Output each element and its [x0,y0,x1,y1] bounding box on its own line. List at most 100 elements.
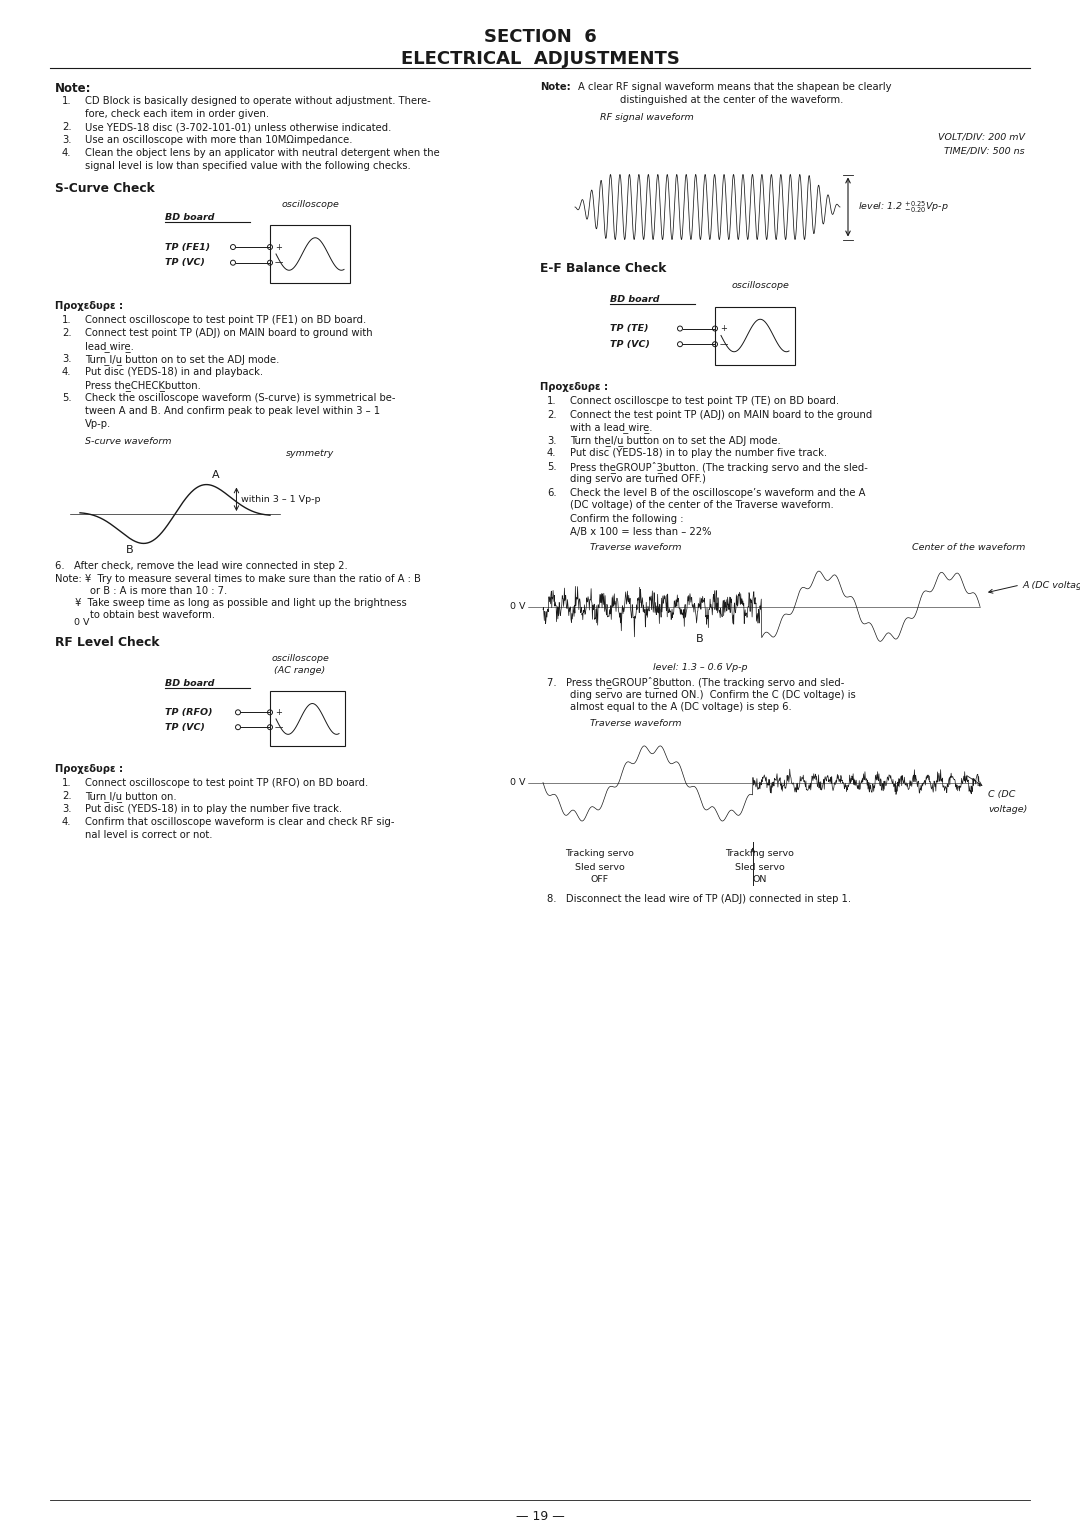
Text: +: + [720,324,727,333]
Text: voltage): voltage) [988,805,1027,813]
Text: 0 V: 0 V [510,602,525,611]
Text: Connect oscilloscope to test point TP (FE1) on BD board.: Connect oscilloscope to test point TP (F… [85,315,366,325]
Text: Vp-p.: Vp-p. [85,419,111,429]
Text: almost equal to the A (DC voltage) is step 6.: almost equal to the A (DC voltage) is st… [570,703,792,712]
Text: Put disc (YEDS-18) in and playback.: Put disc (YEDS-18) in and playback. [85,367,264,377]
Text: within 3 – 1 Vp-p: within 3 – 1 Vp-p [242,495,321,504]
Text: ¥  Take sweep time as long as possible and light up the brightness: ¥ Take sweep time as long as possible an… [75,599,407,608]
Text: ding servo are turned ON.)  Confirm the C (DC voltage) is: ding servo are turned ON.) Confirm the C… [570,689,855,700]
Text: Press the̲CHECK̲button.: Press the̲CHECK̲button. [85,380,201,391]
Text: Προχεδυρε :: Προχεδυρε : [55,301,123,312]
Text: BD board: BD board [165,212,214,222]
Text: Turn ̲I/u̲ button on.: Turn ̲I/u̲ button on. [85,792,177,802]
Text: level: 1.3 – 0.6 Vp-p: level: 1.3 – 0.6 Vp-p [652,663,747,672]
Text: C (DC: C (DC [988,790,1015,799]
Text: or B : A is more than 10 : 7.: or B : A is more than 10 : 7. [90,587,227,596]
Text: 4.: 4. [62,817,71,828]
Text: 4.: 4. [546,449,556,458]
Text: 3.: 3. [62,354,71,364]
Text: tween A and B. And confirm peak to peak level within 3 – 1: tween A and B. And confirm peak to peak … [85,406,380,416]
Text: Προχεδυρε :: Προχεδυρε : [55,764,123,775]
Bar [270,692,345,746]
Text: Traverse waveform: Traverse waveform [590,718,681,727]
Text: to obtain best waveform.: to obtain best waveform. [90,610,215,620]
Text: fore, check each item in order given.: fore, check each item in order given. [85,108,269,119]
Text: 6.: 6. [546,487,556,498]
Text: —: — [275,723,283,732]
Text: BD board: BD board [610,295,660,304]
Text: A (DC voltage): A (DC voltage) [1023,581,1080,590]
Text: TP (VC): TP (VC) [610,339,650,348]
Text: B: B [125,545,133,555]
Text: Sled servo: Sled servo [735,862,785,871]
Text: 4.: 4. [62,367,71,377]
Text: 0 V: 0 V [510,778,525,787]
Text: — 19 —: — 19 — [515,1510,565,1523]
Text: TP (VC): TP (VC) [165,723,205,732]
Text: Confirm the following :: Confirm the following : [570,513,684,524]
Text: Note: ¥  Try to measure several times to make sure than the ratio of A : B: Note: ¥ Try to measure several times to … [55,575,421,584]
Text: nal level is correct or not.: nal level is correct or not. [85,830,213,840]
Text: (DC voltage) of the center of the Traverse waveform.: (DC voltage) of the center of the Traver… [570,501,834,510]
Text: ding servo are turned OFF.): ding servo are turned OFF.) [570,475,706,484]
Text: Clean the object lens by an applicator with neutral detergent when the: Clean the object lens by an applicator w… [85,148,440,157]
Text: SECTION  6: SECTION 6 [484,28,596,46]
Text: Traverse waveform: Traverse waveform [590,542,681,552]
Text: +: + [275,243,282,252]
Text: Προχεδυρε :: Προχεδυρε : [540,382,608,393]
Text: 5.: 5. [546,461,556,472]
Text: A clear RF signal waveform means that the shapean be clearly: A clear RF signal waveform means that th… [578,83,891,92]
Text: E-F Balance Check: E-F Balance Check [540,261,666,275]
Text: 2.: 2. [62,122,71,131]
Text: 3.: 3. [62,134,71,145]
Text: TP (TE): TP (TE) [610,324,648,333]
Text: Put disc (YEDS-18) in to play the number five track.: Put disc (YEDS-18) in to play the number… [85,804,342,814]
Text: S-curve waveform: S-curve waveform [85,437,172,446]
Text: oscilloscope: oscilloscope [271,654,329,663]
Text: Sled servo: Sled servo [576,862,625,871]
Text: oscilloscope: oscilloscope [731,281,788,290]
Text: OFF: OFF [591,876,609,885]
Text: 2.: 2. [62,329,71,338]
Text: A/B x 100 = less than – 22%: A/B x 100 = less than – 22% [570,527,712,536]
Text: 2.: 2. [62,792,71,801]
Text: —: — [275,258,283,267]
Text: ON: ON [753,876,767,885]
Text: TP (RFO): TP (RFO) [165,707,213,717]
Bar [715,307,795,365]
Text: Use YEDS-18 disc (3-702-101-01) unless otherwise indicated.: Use YEDS-18 disc (3-702-101-01) unless o… [85,122,391,131]
Text: Turn the̲I/u̲ button on to set the ADJ mode.: Turn the̲I/u̲ button on to set the ADJ m… [570,435,781,446]
Text: 0 V: 0 V [75,617,90,626]
Text: TP (FE1): TP (FE1) [165,243,211,252]
Text: (AC range): (AC range) [274,666,326,675]
Bar [270,225,350,283]
Text: TP (VC): TP (VC) [165,258,205,267]
Text: Put disc (YEDS-18) in to play the number five track.: Put disc (YEDS-18) in to play the number… [570,449,827,458]
Text: B: B [696,634,703,643]
Text: 8.   Disconnect the lead wire of TP (ADJ) connected in step 1.: 8. Disconnect the lead wire of TP (ADJ) … [546,894,851,903]
Text: 3.: 3. [546,435,556,446]
Text: Connect the test point TP (ADJ) on MAIN board to the ground: Connect the test point TP (ADJ) on MAIN … [570,410,873,420]
Text: signal level is low than specified value with the following checks.: signal level is low than specified value… [85,160,410,171]
Text: Tracking servo: Tracking servo [726,850,795,859]
Text: Connect oscilloscpe to test point TP (TE) on BD board.: Connect oscilloscpe to test point TP (TE… [570,396,839,406]
Text: Connect test point TP (ADJ) on MAIN board to ground with: Connect test point TP (ADJ) on MAIN boar… [85,329,373,338]
Text: Turn ̲I/u̲ button on to set the ADJ mode.: Turn ̲I/u̲ button on to set the ADJ mode… [85,354,280,365]
Text: Confirm that oscilloscope waveform is clear and check RF sig-: Confirm that oscilloscope waveform is cl… [85,817,394,828]
Text: symmetry: symmetry [286,449,334,458]
Text: CD Block is basically designed to operate without adjustment. There-: CD Block is basically designed to operat… [85,96,431,105]
Text: Note:: Note: [540,83,570,92]
Text: S-Curve Check: S-Curve Check [55,182,154,196]
Text: A: A [212,469,219,480]
Text: Check the level B of the oscilloscope’s waveform and the A: Check the level B of the oscilloscope’s … [570,487,865,498]
Text: +: + [275,707,282,717]
Text: VOLT/DIV: 200 mV: VOLT/DIV: 200 mV [939,131,1025,141]
Text: RF Level Check: RF Level Check [55,637,160,649]
Text: BD board: BD board [165,680,214,689]
Text: 4.: 4. [62,148,71,157]
Text: distinguished at the center of the waveform.: distinguished at the center of the wavef… [620,95,843,105]
Text: Press the̲GROUPˆ3̲button. (The tracking servo and the sled-: Press the̲GROUPˆ3̲button. (The tracking … [570,461,868,474]
Text: 3.: 3. [62,804,71,814]
Text: 2.: 2. [546,410,556,420]
Text: 1.: 1. [62,315,71,325]
